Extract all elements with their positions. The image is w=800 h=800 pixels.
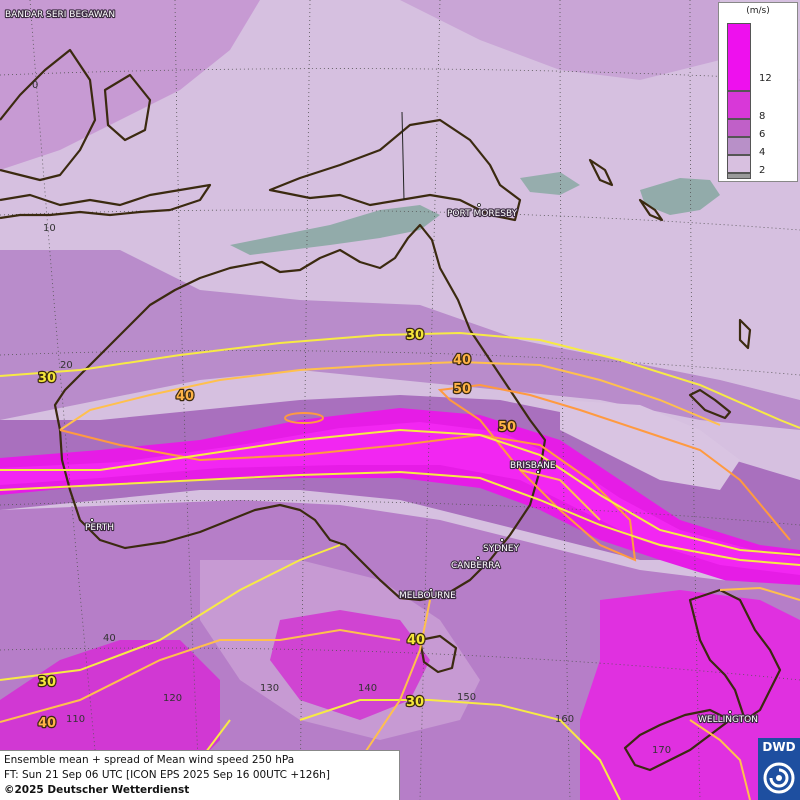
legend-swatch-max xyxy=(727,23,751,91)
teal-patch-mid xyxy=(520,172,580,195)
legend-tick-2: 2 xyxy=(759,165,766,176)
lon-label-160: 160 xyxy=(555,714,574,725)
contour-label-40-east: 40 xyxy=(453,353,471,368)
caption-copyright: ©2025 Deutscher Wetterdienst xyxy=(4,784,190,796)
legend-tick-6: 6 xyxy=(759,129,766,140)
city-markers xyxy=(90,203,732,714)
lon-label-110: 110 xyxy=(66,714,85,725)
teal-patch-east xyxy=(640,178,720,215)
city-label-perth: PERTH xyxy=(85,523,114,533)
contour-label-40-southwest: 40 xyxy=(38,716,56,731)
legend-swatch-8-12 xyxy=(727,91,751,119)
city-label-wellington: WELLINGTON xyxy=(698,715,758,725)
contour-label-50-brisbane: 50 xyxy=(498,420,516,435)
teal-patch-png xyxy=(230,205,440,255)
contour-label-40-tasmania: 40 xyxy=(407,633,425,648)
city-label-canberra: CANBERRA xyxy=(451,561,501,571)
color-legend: (m/s) 12 8 6 4 2 xyxy=(718,2,798,182)
city-label-sydney: SYDNEY xyxy=(483,544,520,554)
lon-label-170: 170 xyxy=(652,745,671,756)
legend-swatch-4-6 xyxy=(727,137,751,155)
contour-label-30-west: 30 xyxy=(38,371,56,386)
band-south-deep-right xyxy=(580,590,800,800)
swirl-icon xyxy=(763,762,795,794)
lat-label-0: 0 xyxy=(32,80,38,91)
map-caption: Ensemble mean + spread of Mean wind spee… xyxy=(0,750,400,800)
city-label-melbourne: MELBOURNE xyxy=(399,591,456,601)
lon-label-140: 140 xyxy=(358,683,377,694)
coastlines xyxy=(0,48,782,772)
legend-swatch-6-8 xyxy=(727,119,751,137)
caption-product: Ensemble mean + spread of Mean wind spee… xyxy=(4,754,295,766)
legend-tick-8: 8 xyxy=(759,111,766,122)
band-west-medium xyxy=(0,250,800,430)
legend-swatch-2-4 xyxy=(727,155,751,173)
legend-tick-4: 4 xyxy=(759,147,766,158)
png-border xyxy=(401,111,405,201)
contour-label-40-west: 40 xyxy=(176,389,194,404)
city-label-brisbane: BRISBANE xyxy=(510,461,556,471)
lon-label-130: 130 xyxy=(260,683,279,694)
dwd-logo: DWD xyxy=(758,738,800,800)
contour-label-50-east: 50 xyxy=(453,382,471,397)
lon-label-120: 120 xyxy=(163,693,182,704)
dwd-logo-text: DWD xyxy=(762,740,796,754)
legend-swatch-min xyxy=(727,173,751,179)
contour-label-30-south: 30 xyxy=(406,695,424,710)
lat-label-20: 20 xyxy=(60,360,73,371)
contour-label-30-southwest: 30 xyxy=(38,675,56,690)
lon-label-150: 150 xyxy=(457,692,476,703)
legend-tick-12: 12 xyxy=(759,73,772,84)
caption-forecast-time: FT: Sun 21 Sep 06 UTC [ICON EPS 2025 Sep… xyxy=(4,769,330,781)
contour-label-30-top: 30 xyxy=(406,328,424,343)
lat-label-10: 10 xyxy=(43,223,56,234)
wind-contours xyxy=(0,331,800,800)
band-east-light xyxy=(560,400,740,490)
band-upper-medium xyxy=(0,0,260,170)
city-label-bandar-seri-begawan: BANDAR SERI BEGAWAN xyxy=(5,10,115,20)
lat-label-40: 40 xyxy=(103,633,116,644)
city-label-port-moresby: PORT MORESBY xyxy=(447,209,518,219)
legend-unit: (m/s) xyxy=(746,6,770,16)
